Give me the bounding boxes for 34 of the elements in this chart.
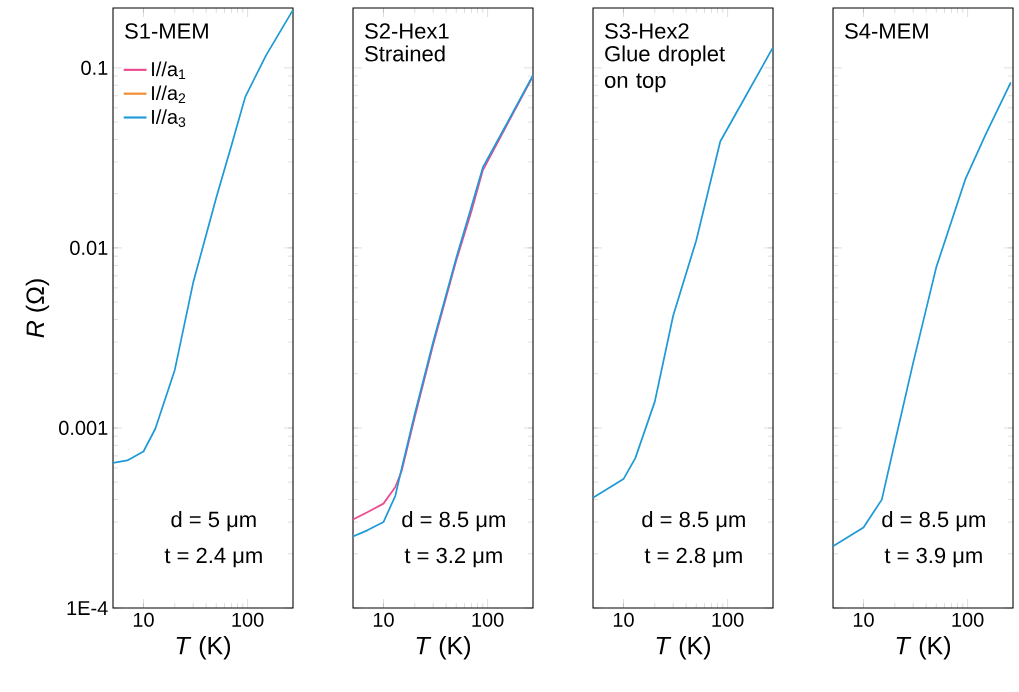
text: S4-MEM — [845, 23, 928, 39]
x-tick-label: 10 — [853, 612, 874, 627]
y-tick-label: 0.01 — [70, 240, 108, 255]
y-tick-label: 0.001 — [59, 420, 108, 436]
text: S3-Hex2 — [605, 23, 689, 39]
x-tick-label: 100 — [712, 612, 744, 627]
y-axis-title: R (Ω) — [25, 279, 50, 338]
x-axis-title: T (K) — [176, 636, 231, 660]
x-tick-label: 100 — [952, 612, 984, 627]
x-tick-label: 10 — [373, 612, 394, 627]
y-tick-label: 1E-4 — [67, 601, 108, 615]
text: S1-MEM — [125, 23, 208, 39]
x-axis-title: T (K) — [896, 636, 951, 660]
legend-label: I//a$_{1}$ — [152, 61, 186, 80]
text: S2-Hex1 — [365, 23, 449, 39]
y-tick-label: 0.1 — [81, 60, 108, 75]
x-tick-label: 10 — [613, 612, 634, 627]
x-axis-title: T (K) — [656, 636, 711, 660]
annotation: t = 3.2 μm — [404, 547, 502, 568]
x-tick-label: 100 — [232, 612, 264, 627]
x-tick-label: 10 — [133, 612, 154, 627]
annotation: d = 8.5 μm — [642, 511, 745, 532]
annotation: d = 5 μm — [171, 511, 256, 532]
text: Strained — [365, 45, 445, 62]
annotation: t = 2.8 μm — [644, 547, 742, 568]
legend-label: I//a$_{3}$ — [152, 109, 186, 128]
x-tick-label: 100 — [472, 612, 504, 627]
annotation: t = 3.9 μm — [884, 547, 982, 568]
annotation: d = 8.5 μm — [402, 511, 505, 532]
annotation: t = 2.4 μm — [164, 547, 262, 568]
legend-label: I//a$_{2}$ — [152, 85, 186, 104]
text: Glue droplet on top — [605, 45, 725, 93]
x-axis-title: T (K) — [416, 636, 471, 660]
annotation: d = 8.5 μm — [882, 511, 985, 532]
